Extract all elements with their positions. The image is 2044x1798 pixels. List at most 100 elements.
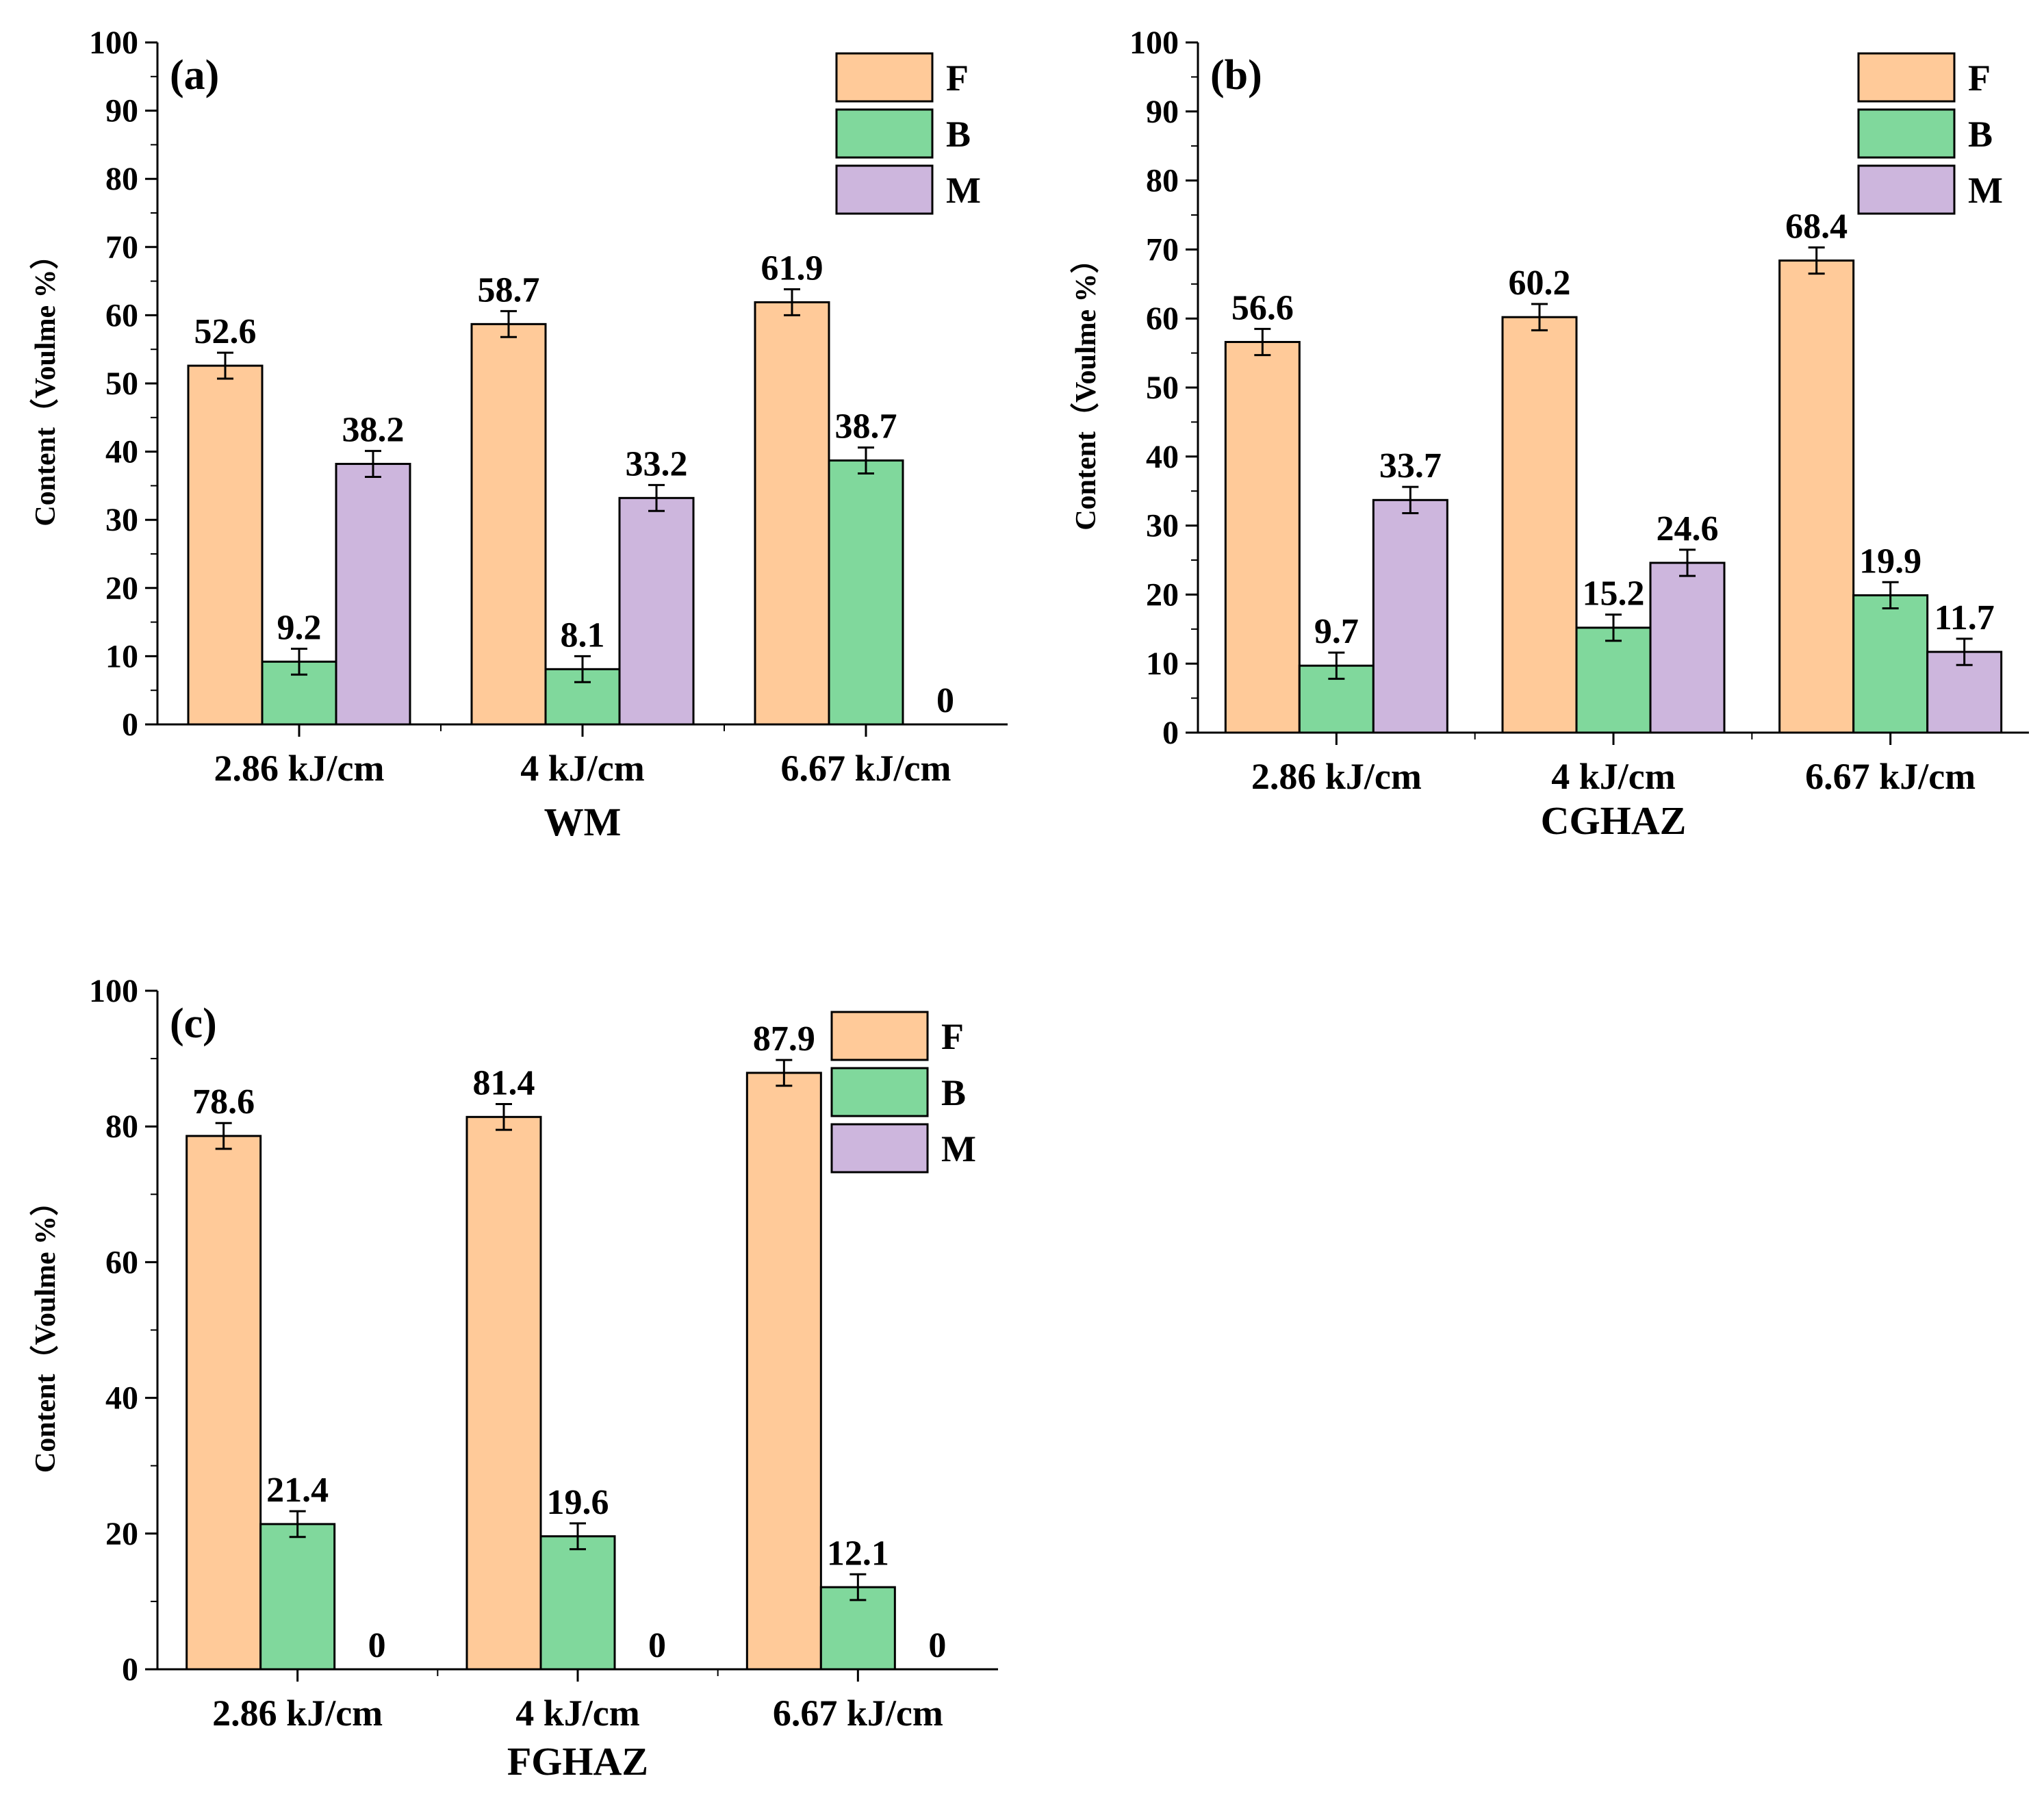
- chart-panel-3: 0 20 40 60 80 100 Content（Voulme %） 2.86 kJ/cm 7…: [29, 973, 998, 1784]
- bar-m: [1372, 498, 1448, 734]
- y-tick-label: 20: [105, 570, 138, 607]
- y-tick-label: 0: [122, 1651, 138, 1688]
- data-label: 38.7: [835, 407, 897, 446]
- category-label: 4 kJ/cm: [515, 1693, 640, 1734]
- legend-swatch-f: [1857, 52, 1956, 103]
- legend-swatch-m: [830, 1123, 929, 1174]
- legend-label-b: B: [1968, 114, 1993, 155]
- bar-f: [187, 364, 264, 726]
- y-tick-label: 90: [105, 93, 138, 129]
- data-label: 24.6: [1657, 509, 1719, 548]
- bar-b: [1852, 594, 1929, 734]
- y-tick-label: 60: [105, 297, 138, 333]
- data-label: 0: [368, 1626, 386, 1665]
- data-label: 9.2: [277, 608, 322, 647]
- bar-b: [1575, 626, 1652, 734]
- data-label: 21.4: [266, 1471, 329, 1510]
- category-label: 2.86 kJ/cm: [1251, 756, 1422, 797]
- y-tick-label: 60: [105, 1244, 138, 1280]
- y-tick-label: 10: [105, 638, 138, 674]
- legend-swatch-m: [835, 164, 934, 215]
- y-tick-label: 20: [105, 1516, 138, 1552]
- y-axis-title: Content（Voulme %）: [1070, 244, 1102, 530]
- bar-f: [465, 1115, 542, 1671]
- category-label: 2.86 kJ/cm: [214, 748, 385, 789]
- y-axis-title: Content（Voulme %）: [29, 240, 62, 526]
- data-label: 8.1: [561, 616, 605, 655]
- y-tick-label: 50: [1146, 370, 1179, 406]
- y-tick-label: 10: [1146, 646, 1179, 682]
- y-tick-label: 80: [105, 161, 138, 197]
- data-label: 61.9: [761, 249, 823, 288]
- legend-swatch-f: [835, 52, 934, 103]
- bar-m: [335, 463, 411, 726]
- bar-f: [470, 322, 547, 726]
- legend-swatch-f: [830, 1011, 929, 1061]
- category-label: 6.67 kJ/cm: [1805, 756, 1976, 797]
- legend-label-m: M: [941, 1128, 976, 1169]
- data-label: 15.2: [1583, 574, 1645, 613]
- data-label: 81.4: [473, 1063, 535, 1102]
- panel-tag: (b): [1210, 52, 1262, 99]
- panel-tag: (a): [170, 52, 219, 99]
- data-label: 0: [648, 1626, 666, 1665]
- category-label: 6.67 kJ/cm: [781, 748, 951, 789]
- bar-b: [539, 1535, 616, 1671]
- x-axis-title: WM: [544, 800, 622, 844]
- legend-swatch-b: [1857, 108, 1956, 159]
- data-label: 38.2: [342, 411, 405, 450]
- bar-f: [1501, 316, 1578, 734]
- data-label: 11.7: [1934, 598, 1995, 637]
- data-label: 60.2: [1509, 264, 1571, 303]
- legend-label-b: B: [946, 114, 971, 155]
- legend: FBM: [830, 1011, 976, 1174]
- legend-label-f: F: [1968, 58, 1991, 99]
- data-label: 0: [936, 681, 954, 720]
- bar-f: [1224, 340, 1301, 734]
- y-tick-label: 20: [1146, 577, 1179, 613]
- y-tick-label: 70: [1146, 231, 1179, 268]
- y-tick-label: 100: [89, 973, 138, 1009]
- y-tick-label: 0: [122, 707, 138, 743]
- data-label: 52.6: [194, 312, 257, 351]
- data-label: 19.6: [547, 1483, 609, 1522]
- legend: FBM: [835, 52, 981, 215]
- x-axis-title: CGHAZ: [1541, 798, 1687, 843]
- data-label: 78.6: [192, 1082, 255, 1122]
- chart-panel-2: 0 10 20 30 40 50 60 70 80 90 100 Content（Voulme %） 2…: [1070, 25, 2029, 843]
- bar-f: [745, 1072, 822, 1671]
- bar-m: [1649, 561, 1726, 734]
- y-tick-label: 70: [105, 229, 138, 266]
- y-tick-label: 40: [1146, 439, 1179, 475]
- category-label: 2.86 kJ/cm: [212, 1693, 383, 1734]
- panel-tag: (c): [170, 1000, 217, 1047]
- category-label: 6.67 kJ/cm: [773, 1693, 943, 1734]
- bar-b: [259, 1523, 336, 1671]
- y-tick-label: 50: [105, 366, 138, 402]
- legend-swatch-b: [835, 108, 934, 159]
- legend-label-m: M: [946, 170, 981, 211]
- legend-label-f: F: [941, 1016, 964, 1057]
- y-tick-label: 40: [105, 1380, 138, 1417]
- legend-swatch-m: [1857, 164, 1956, 215]
- chart-panel-1: 0 10 20 30 40 50 60 70 80 90 100 Content（Voulme %） 2…: [29, 25, 1008, 844]
- y-tick-label: 100: [1129, 25, 1179, 61]
- y-axis-title: Content（Voulme %）: [29, 1187, 62, 1473]
- data-label: 12.1: [827, 1534, 889, 1573]
- legend: FBM: [1857, 52, 2003, 215]
- data-label: 68.4: [1785, 207, 1848, 246]
- data-label: 33.7: [1379, 446, 1442, 485]
- legend-label-f: F: [946, 58, 969, 99]
- y-tick-label: 100: [89, 25, 138, 61]
- category-label: 4 kJ/cm: [520, 748, 645, 789]
- category-label: 4 kJ/cm: [1551, 756, 1676, 797]
- bar-f: [1778, 259, 1855, 734]
- y-tick-label: 30: [1146, 508, 1179, 544]
- legend-label-b: B: [941, 1072, 966, 1113]
- data-label: 58.7: [478, 270, 540, 309]
- y-tick-label: 0: [1162, 715, 1179, 751]
- legend-label-m: M: [1968, 170, 2003, 211]
- x-axis-title: FGHAZ: [507, 1739, 648, 1784]
- data-label: 56.6: [1231, 288, 1294, 327]
